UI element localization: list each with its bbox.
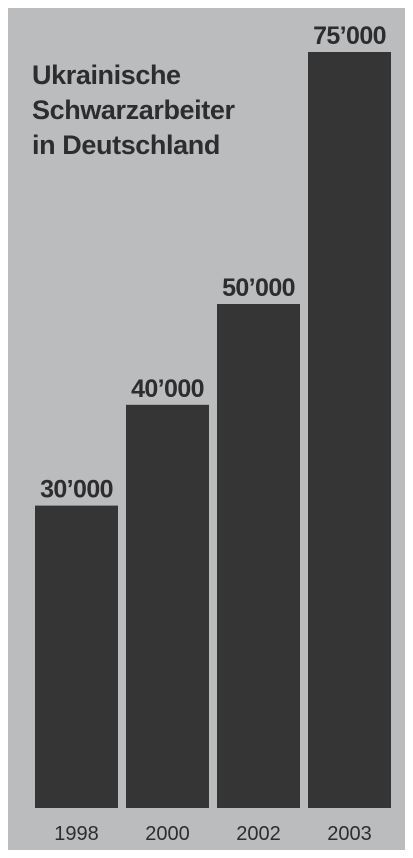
chart-title: Ukrainische Schwarzarbeiter in Deutschla… [32, 58, 312, 163]
year-label-1998: 1998 [54, 823, 99, 845]
value-label-2002: 50’000 [222, 274, 295, 302]
bar-1998 [35, 505, 118, 808]
bar-2002 [217, 304, 300, 808]
value-label-2000: 40’000 [131, 375, 204, 403]
bar-2003 [308, 52, 391, 808]
chart-title-line-2: Schwarzarbeiter [32, 95, 235, 125]
year-label-2000: 2000 [145, 823, 190, 845]
year-label-2002: 2002 [236, 823, 281, 845]
year-label-2003: 2003 [327, 823, 372, 845]
value-label-2003: 75’000 [313, 22, 386, 50]
chart-title-line-3: in Deutschland [32, 130, 220, 160]
chart-title-line-1: Ukrainische [32, 60, 181, 90]
bar-2000 [126, 404, 209, 808]
value-label-1998: 30’000 [40, 476, 113, 504]
